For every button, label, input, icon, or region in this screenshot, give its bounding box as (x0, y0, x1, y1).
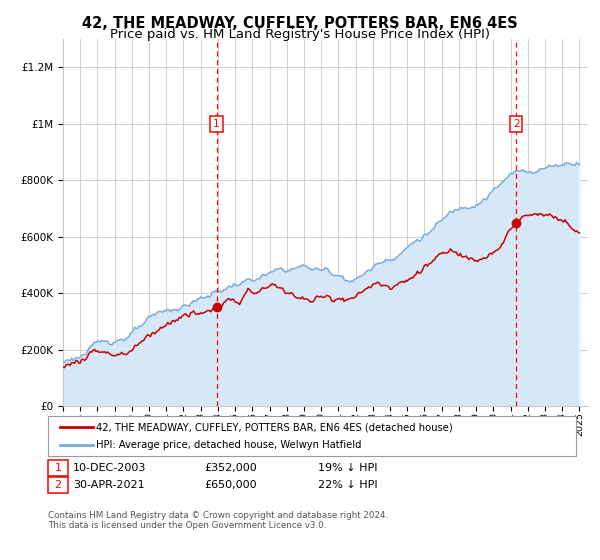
Text: £352,000: £352,000 (204, 463, 257, 473)
Text: 42, THE MEADWAY, CUFFLEY, POTTERS BAR, EN6 4ES (detached house): 42, THE MEADWAY, CUFFLEY, POTTERS BAR, E… (96, 422, 453, 432)
Text: 42, THE MEADWAY, CUFFLEY, POTTERS BAR, EN6 4ES: 42, THE MEADWAY, CUFFLEY, POTTERS BAR, E… (82, 16, 518, 31)
Text: £650,000: £650,000 (204, 480, 257, 490)
Text: Contains HM Land Registry data © Crown copyright and database right 2024.
This d: Contains HM Land Registry data © Crown c… (48, 511, 388, 530)
Text: 22% ↓ HPI: 22% ↓ HPI (318, 480, 377, 490)
Text: 19% ↓ HPI: 19% ↓ HPI (318, 463, 377, 473)
Text: 30-APR-2021: 30-APR-2021 (73, 480, 145, 490)
Text: 10-DEC-2003: 10-DEC-2003 (73, 463, 146, 473)
Text: 1: 1 (213, 119, 220, 129)
Text: 1: 1 (55, 463, 61, 473)
Text: HPI: Average price, detached house, Welwyn Hatfield: HPI: Average price, detached house, Welw… (96, 440, 361, 450)
Text: 2: 2 (513, 119, 520, 129)
Text: Price paid vs. HM Land Registry's House Price Index (HPI): Price paid vs. HM Land Registry's House … (110, 28, 490, 41)
Text: 2: 2 (55, 480, 61, 490)
